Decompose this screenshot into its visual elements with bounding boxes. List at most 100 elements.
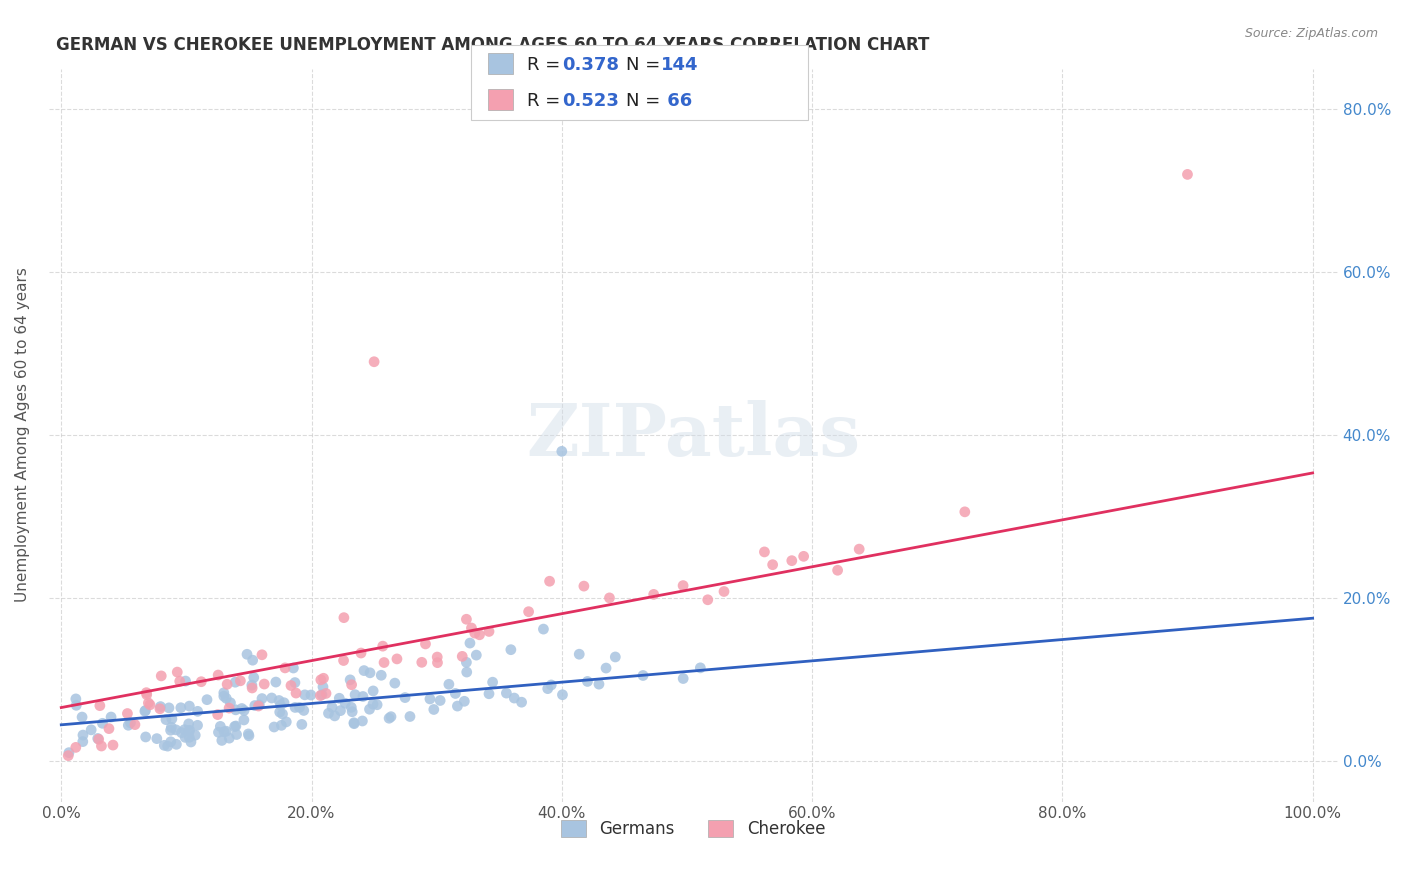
Text: R =: R = [527, 56, 567, 74]
Point [250, 691, 273, 706]
Point [267, 693, 290, 707]
Point [533, 622, 555, 636]
Point [426, 650, 449, 665]
Point [250, 648, 273, 662]
Point [359, 665, 381, 680]
Point [332, 653, 354, 667]
Point [160, 720, 183, 734]
Point [165, 723, 187, 737]
Point [159, 723, 181, 738]
Point [236, 648, 259, 662]
Point [366, 698, 388, 712]
Text: Source: ZipAtlas.com: Source: ZipAtlas.com [1244, 27, 1378, 40]
Point [225, 719, 247, 733]
Point [363, 355, 385, 369]
Point [260, 691, 283, 706]
Point [848, 542, 870, 557]
Point [70, 710, 93, 724]
Point [343, 716, 366, 731]
Point [451, 649, 474, 664]
Text: 0.523: 0.523 [562, 92, 619, 110]
Point [481, 675, 503, 690]
Point [458, 636, 481, 650]
Point [446, 699, 468, 714]
Text: N =: N = [626, 92, 665, 110]
Point [672, 672, 695, 686]
Point [253, 677, 276, 691]
Point [212, 724, 235, 739]
Point [225, 727, 247, 741]
Point [754, 545, 776, 559]
Point [276, 714, 298, 729]
Point [170, 725, 193, 739]
Point [318, 706, 340, 721]
Point [361, 684, 384, 698]
Point [100, 710, 122, 724]
Point [460, 621, 482, 635]
Point [353, 664, 375, 678]
Point [713, 584, 735, 599]
Point [180, 735, 202, 749]
Point [190, 674, 212, 689]
Point [159, 735, 181, 749]
Point [291, 717, 314, 731]
Point [225, 703, 247, 717]
Point [135, 686, 157, 700]
Point [149, 699, 172, 714]
Point [207, 725, 229, 739]
Point [465, 648, 488, 662]
Point [538, 574, 561, 589]
Point [195, 692, 218, 706]
Point [243, 698, 266, 713]
Point [65, 692, 87, 706]
Point [643, 587, 665, 601]
Point [264, 675, 287, 690]
Point [380, 709, 402, 723]
Point [247, 699, 270, 714]
Point [58, 746, 80, 760]
Point [218, 701, 240, 715]
Point [350, 646, 373, 660]
Point [359, 702, 381, 716]
Point [90, 739, 112, 753]
Point [328, 691, 350, 706]
Point [117, 718, 139, 732]
Text: 144: 144 [661, 56, 699, 74]
Point [218, 731, 240, 746]
Point [399, 709, 422, 723]
Point [240, 681, 263, 695]
Point [384, 676, 406, 690]
Point [179, 699, 201, 714]
Point [478, 687, 501, 701]
Point [283, 661, 305, 675]
Point [423, 702, 446, 716]
Text: 0.378: 0.378 [562, 56, 620, 74]
Point [517, 605, 540, 619]
Point [173, 723, 195, 737]
Point [269, 705, 291, 719]
Point [576, 674, 599, 689]
Point [207, 707, 229, 722]
Point [231, 701, 253, 715]
Point [762, 558, 785, 572]
Point [89, 698, 111, 713]
Point [65, 698, 87, 713]
Point [343, 715, 366, 730]
Point [187, 704, 209, 718]
Point [212, 689, 235, 703]
Point [321, 700, 343, 714]
Point [288, 700, 311, 714]
Point [87, 732, 110, 747]
Point [309, 689, 332, 703]
Point [271, 706, 294, 721]
Point [329, 704, 352, 718]
Point [444, 686, 467, 700]
Point [240, 678, 263, 692]
Text: ZIPatlas: ZIPatlas [526, 400, 860, 471]
Point [232, 713, 254, 727]
Point [184, 728, 207, 742]
Point [134, 704, 156, 718]
Point [605, 650, 627, 665]
Point [689, 661, 711, 675]
Point [160, 712, 183, 726]
